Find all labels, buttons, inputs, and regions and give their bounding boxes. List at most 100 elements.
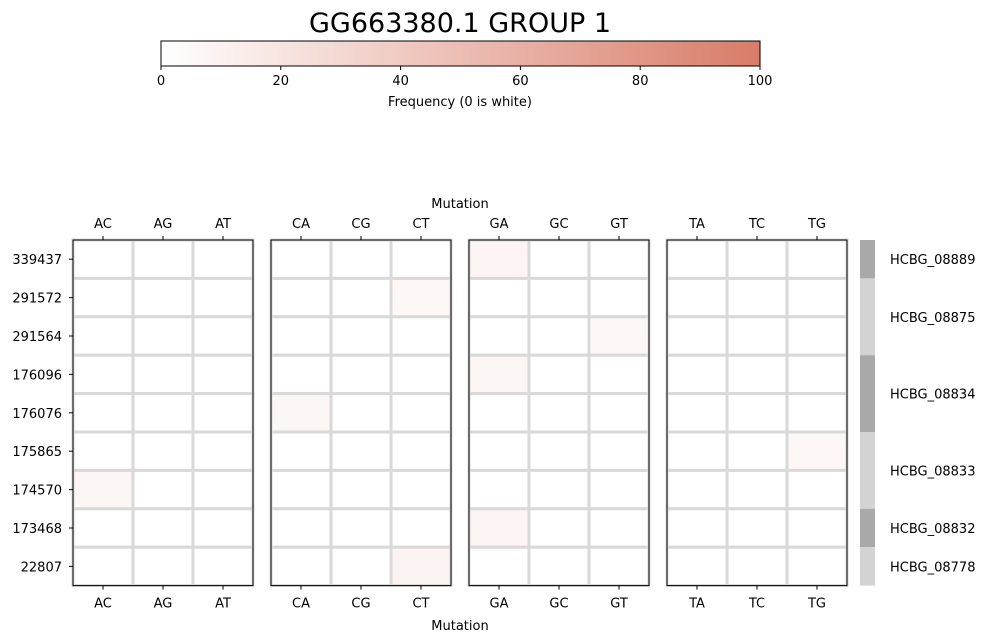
cell-174570-tg bbox=[785, 468, 849, 511]
row-label-339437: 339437 bbox=[12, 253, 62, 268]
cell-176096-tg bbox=[785, 353, 849, 396]
cell-173468-ac bbox=[71, 507, 135, 549]
panel-3: GA GA GC GC GT GT bbox=[467, 217, 651, 612]
cell-339437-gc bbox=[527, 238, 591, 280]
col-label-top-ac: AC bbox=[94, 217, 112, 232]
col-label-top-ta: TA bbox=[688, 217, 705, 232]
cell-291564-at bbox=[191, 315, 255, 357]
cell-339437-cg bbox=[329, 238, 393, 280]
gene-group-hcbg-08832 bbox=[860, 508, 875, 548]
row-label-176096: 176096 bbox=[12, 368, 62, 383]
cell-22807-tc bbox=[725, 545, 789, 588]
cell-339437-ta bbox=[665, 238, 729, 280]
cell-174570-ta bbox=[665, 468, 729, 511]
cell-291572-at bbox=[191, 276, 255, 319]
gene-group-hcbg-08834 bbox=[860, 355, 875, 432]
col-label-bottom-tc: TC bbox=[748, 597, 765, 612]
row-label-291564: 291564 bbox=[12, 330, 62, 345]
cell-175865-ct bbox=[389, 430, 453, 472]
cell-176076-ct bbox=[389, 392, 453, 434]
cell-173468-ag bbox=[131, 507, 195, 549]
row-label-174570: 174570 bbox=[12, 484, 62, 499]
cell-174570-ag bbox=[131, 468, 195, 511]
cell-174570-ga bbox=[467, 468, 531, 511]
heatmap-panels: ACACAGAGATATCACACGCGCTCTGAGAGCGCGTGTTATA… bbox=[71, 217, 849, 612]
cell-176076-cg bbox=[329, 392, 393, 434]
x-axis-label-top: Mutation bbox=[431, 197, 488, 212]
cell-22807-ta bbox=[665, 545, 729, 588]
cell-291564-ga bbox=[467, 315, 531, 357]
cell-176076-ac bbox=[71, 392, 135, 434]
cell-291564-ta bbox=[665, 315, 729, 357]
cell-173468-gc bbox=[527, 507, 591, 549]
cell-174570-ac bbox=[71, 468, 135, 511]
panel-2: CA CA CG CG CT CT bbox=[269, 217, 453, 612]
cell-176076-tc bbox=[725, 392, 789, 434]
col-label-top-tc: TC bbox=[748, 217, 765, 232]
cell-176096-ac bbox=[71, 353, 135, 396]
cell-173468-cg bbox=[329, 507, 393, 549]
cell-339437-at bbox=[191, 238, 255, 280]
gene-group-hcbg-08889 bbox=[860, 240, 875, 279]
cell-176076-ag bbox=[131, 392, 195, 434]
col-label-bottom-gc: GC bbox=[549, 597, 568, 612]
cell-291572-cg bbox=[329, 276, 393, 319]
col-label-bottom-at: AT bbox=[215, 597, 231, 612]
cell-176076-at bbox=[191, 392, 255, 434]
cell-173468-ct bbox=[389, 507, 453, 549]
cell-175865-gt bbox=[587, 430, 651, 472]
cell-176096-ga bbox=[467, 353, 531, 396]
col-label-top-ag: AG bbox=[154, 217, 173, 232]
cell-176076-ga bbox=[467, 392, 531, 434]
cell-22807-ga bbox=[467, 545, 531, 588]
row-label-22807: 22807 bbox=[21, 560, 62, 575]
cell-173468-tg bbox=[785, 507, 849, 549]
col-label-bottom-ag: AG bbox=[154, 597, 173, 612]
panel-1: AC AC AG AG AT AT bbox=[71, 217, 255, 612]
cell-176076-ca bbox=[269, 392, 333, 434]
cell-339437-ag bbox=[131, 238, 195, 280]
gene-group-label-hcbg-08778: HCBG_08778 bbox=[890, 560, 975, 575]
gene-group-hcbg-08778 bbox=[860, 547, 875, 586]
cell-175865-ta bbox=[665, 430, 729, 472]
col-label-bottom-cg: CG bbox=[351, 597, 370, 612]
cell-22807-at bbox=[191, 545, 255, 588]
cell-176076-gt bbox=[587, 392, 651, 434]
cell-174570-tc bbox=[725, 468, 789, 511]
col-label-bottom-ca: CA bbox=[292, 597, 310, 612]
colorbar-tick-label-20: 20 bbox=[273, 74, 290, 89]
row-labels: 339437 291572 291564 176096 176076 175865 1745… bbox=[12, 253, 73, 575]
cell-175865-at bbox=[191, 430, 255, 472]
col-label-top-at: AT bbox=[215, 217, 231, 232]
cell-22807-tg bbox=[785, 545, 849, 588]
cell-176096-ta bbox=[665, 353, 729, 396]
cell-175865-ga bbox=[467, 430, 531, 472]
col-label-top-ga: GA bbox=[490, 217, 509, 232]
cell-175865-tg bbox=[785, 430, 849, 472]
cell-176096-gt bbox=[587, 353, 651, 396]
cell-22807-gt bbox=[587, 545, 651, 588]
cell-339437-ca bbox=[269, 238, 333, 280]
gene-group-label-hcbg-08833: HCBG_08833 bbox=[890, 464, 975, 479]
cell-22807-ct bbox=[389, 545, 453, 588]
cell-174570-at bbox=[191, 468, 255, 511]
colorbar-label: Frequency (0 is white) bbox=[388, 95, 532, 110]
gene-group-hcbg-08875 bbox=[860, 278, 875, 356]
col-label-top-ca: CA bbox=[292, 217, 310, 232]
cell-173468-tc bbox=[725, 507, 789, 549]
row-label-176076: 176076 bbox=[12, 407, 62, 422]
cell-291564-ct bbox=[389, 315, 453, 357]
cell-22807-ca bbox=[269, 545, 333, 588]
cell-173468-gt bbox=[587, 507, 651, 549]
row-label-175865: 175865 bbox=[12, 445, 62, 460]
cell-291572-ga bbox=[467, 276, 531, 319]
cell-175865-ca bbox=[269, 430, 333, 472]
cell-176096-at bbox=[191, 353, 255, 396]
colorbar-tick-label-80: 80 bbox=[632, 74, 649, 89]
cell-173468-at bbox=[191, 507, 255, 549]
cell-339437-tc bbox=[725, 238, 789, 280]
cell-339437-ct bbox=[389, 238, 453, 280]
cell-176096-ag bbox=[131, 353, 195, 396]
cell-291572-ta bbox=[665, 276, 729, 319]
cell-176096-cg bbox=[329, 353, 393, 396]
